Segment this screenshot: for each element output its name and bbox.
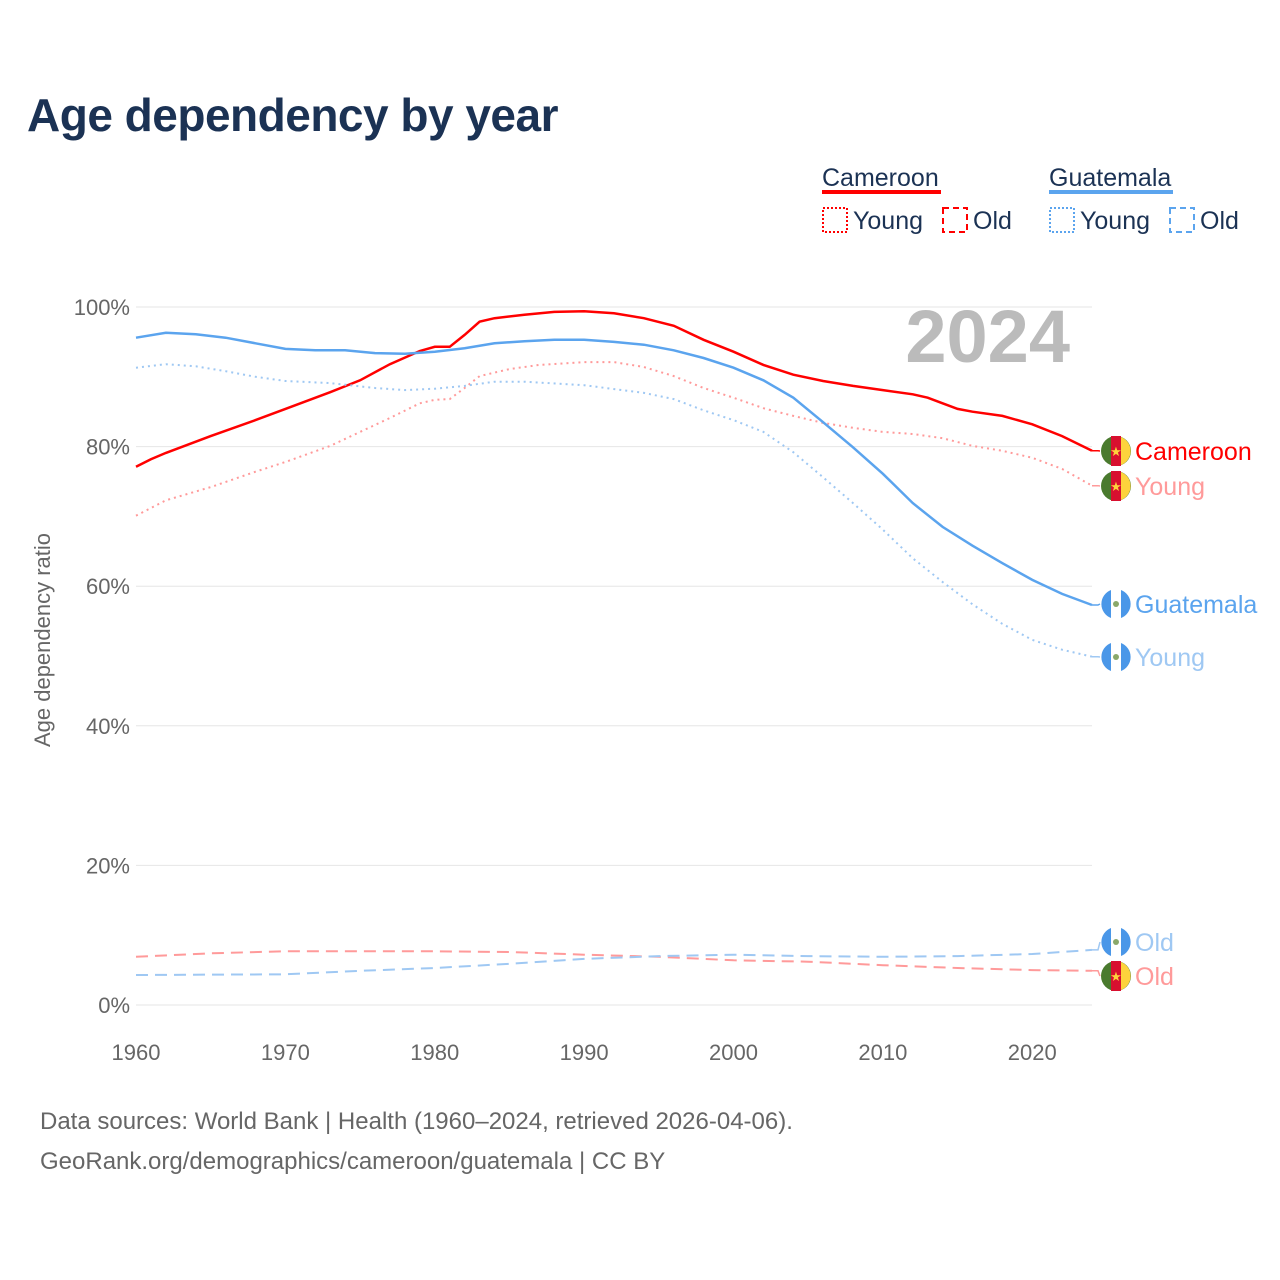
y-tick-label: 80% — [86, 435, 130, 460]
flag-band — [1121, 962, 1131, 990]
series-line-guatemala-young — [135, 363, 1093, 658]
series-line-cameroon-young — [135, 361, 1093, 517]
flag-band — [1121, 590, 1131, 618]
series-end-label: Cameroon — [1135, 438, 1252, 466]
flag-band — [1111, 961, 1121, 991]
legend-dotted-swatch — [822, 207, 848, 233]
legend-line-swatch — [1049, 190, 1173, 194]
flag-band — [1101, 928, 1111, 956]
x-tick-label: 2020 — [1008, 1040, 1057, 1065]
x-tick-label: 1980 — [410, 1040, 459, 1065]
flag-star: ★ — [1110, 969, 1122, 984]
series-end-label: Young — [1135, 473, 1205, 501]
x-tick-label: 2010 — [858, 1040, 907, 1065]
series-end-label: Old — [1135, 963, 1174, 991]
legend-item-young: Young — [1080, 207, 1150, 235]
legend-item-old: Old — [973, 207, 1012, 235]
flag-emblem — [1113, 601, 1119, 607]
y-tick-label: 100% — [74, 295, 130, 320]
legend-line-swatch — [822, 190, 941, 194]
legend-group-label: Guatemala — [1049, 164, 1171, 192]
year-watermark: 2024 — [905, 295, 1070, 378]
source-line: Data sources: World Bank | Health (1960–… — [40, 1108, 793, 1135]
flag-band — [1101, 590, 1111, 618]
y-tick-label: 40% — [86, 714, 130, 739]
y-tick-label: 60% — [86, 574, 130, 599]
legend-dashed-swatch — [1169, 207, 1195, 233]
flag-band — [1101, 643, 1111, 671]
series-line-cameroon-old — [135, 950, 1093, 972]
flag-star: ★ — [1110, 479, 1122, 494]
y-tick-label: 0% — [98, 993, 130, 1018]
x-tick-label: 2000 — [709, 1040, 758, 1065]
y-tick-label: 20% — [86, 853, 130, 878]
legend-group-label: Cameroon — [822, 164, 939, 192]
series-end-label: Young — [1135, 644, 1205, 672]
flag-band — [1111, 436, 1121, 466]
chart-title: Age dependency by year — [27, 89, 558, 141]
flag-band — [1111, 471, 1121, 501]
legend-dotted-swatch — [1049, 207, 1075, 233]
label-connector — [1092, 941, 1101, 951]
flag-emblem — [1113, 654, 1119, 660]
label-connector — [1092, 970, 1101, 977]
legend-item-young: Young — [853, 207, 923, 235]
label-connector — [1092, 603, 1101, 606]
series-line-guatemala-old — [135, 948, 1093, 976]
flag-emblem — [1113, 939, 1119, 945]
flag-band — [1121, 643, 1131, 671]
y-axis-label: Age dependency ratio — [30, 533, 55, 747]
flag-star: ★ — [1110, 444, 1122, 459]
series-line-cameroon — [135, 309, 1093, 468]
series-end-label: Old — [1135, 929, 1174, 957]
flag-band — [1121, 928, 1131, 956]
x-tick-label: 1970 — [261, 1040, 310, 1065]
series-line-guatemala — [135, 331, 1093, 607]
flag-band — [1121, 472, 1131, 500]
series-end-label: Guatemala — [1135, 591, 1257, 619]
license-line: GeoRank.org/demographics/cameroon/guatem… — [40, 1148, 666, 1175]
x-tick-label: 1960 — [112, 1040, 161, 1065]
x-tick-label: 1990 — [560, 1040, 609, 1065]
legend-dashed-swatch — [942, 207, 968, 233]
legend-item-old: Old — [1200, 207, 1239, 235]
flag-band — [1121, 437, 1131, 465]
